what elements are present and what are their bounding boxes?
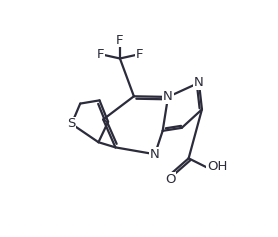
Text: F: F: [135, 48, 143, 61]
Text: F: F: [97, 48, 104, 61]
Text: S: S: [68, 118, 76, 131]
Text: OH: OH: [207, 160, 227, 173]
Text: N: N: [150, 148, 160, 161]
Text: N: N: [163, 91, 173, 103]
Text: O: O: [165, 173, 176, 186]
Text: F: F: [116, 34, 124, 47]
Text: N: N: [194, 76, 204, 89]
